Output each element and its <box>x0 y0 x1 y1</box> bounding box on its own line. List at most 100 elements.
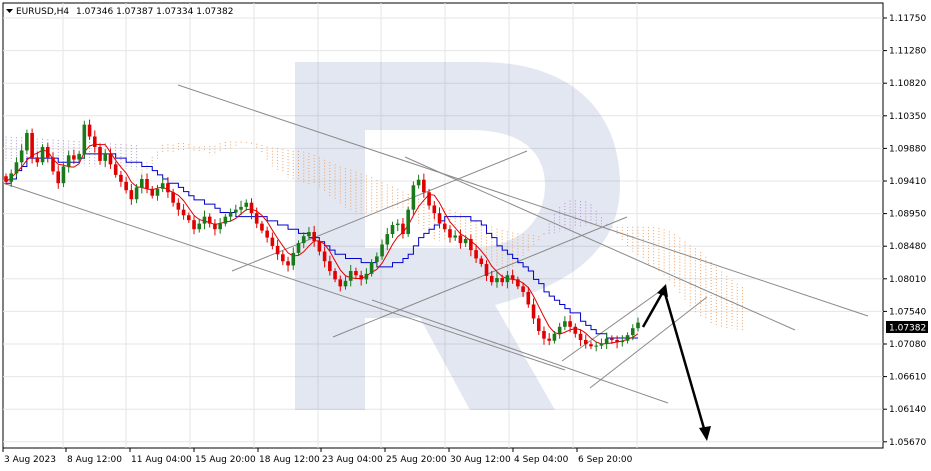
y-tick-label: 1.10350 <box>889 112 926 122</box>
candle <box>124 176 128 194</box>
candle <box>427 188 431 210</box>
candle <box>458 229 463 249</box>
candle-body <box>98 146 102 161</box>
candle <box>265 226 269 243</box>
candle <box>61 163 66 188</box>
candle-body <box>385 234 390 245</box>
candle-body <box>620 340 625 343</box>
candle <box>286 256 290 272</box>
tenkan-line <box>5 143 639 345</box>
candle <box>145 173 149 194</box>
candle-body <box>77 153 81 160</box>
candle <box>547 333 552 346</box>
candle <box>463 235 468 248</box>
candle <box>140 174 144 194</box>
y-tick-label: 1.09410 <box>889 177 926 187</box>
candle-body <box>265 230 269 238</box>
candle <box>442 220 447 232</box>
candle <box>474 244 478 263</box>
candle-body <box>192 220 196 230</box>
candle <box>40 144 45 166</box>
candle-body <box>380 244 384 257</box>
candle <box>578 329 583 347</box>
rising-line-1 <box>231 150 528 272</box>
candle <box>98 143 102 165</box>
candle <box>479 255 484 267</box>
candle-body <box>4 176 8 182</box>
candles <box>4 119 640 352</box>
candle <box>166 177 170 198</box>
candle <box>406 206 410 237</box>
candle <box>275 239 280 260</box>
candle-body <box>573 326 578 334</box>
candle <box>395 219 400 232</box>
x-tick-label: 30 Aug 12:00 <box>450 455 511 465</box>
y-tick-label: 1.08950 <box>889 210 926 220</box>
candle <box>364 268 369 284</box>
candle <box>223 213 228 227</box>
candle-body <box>197 223 202 230</box>
forecast-up-arrow <box>641 289 666 328</box>
candle-body <box>416 179 421 186</box>
candle <box>187 212 191 223</box>
candle <box>25 129 29 155</box>
candle <box>432 201 437 220</box>
candle-body <box>484 264 489 276</box>
candle-body <box>599 343 604 346</box>
symbol-dropdown-icon[interactable] <box>6 9 13 13</box>
rising-line-3 <box>561 288 664 362</box>
forecast-arrows <box>641 284 711 441</box>
candle <box>328 255 332 276</box>
candle <box>103 149 108 168</box>
candle <box>599 338 604 349</box>
candle <box>87 119 92 140</box>
candle-body <box>82 124 87 154</box>
rising-line-2 <box>332 216 628 338</box>
time-axis[interactable]: 3 Aug 2023 8 Aug 12:00 11 Aug 04:00 15 Aug … <box>2 448 633 465</box>
candle-body <box>181 209 186 216</box>
grid-lines <box>3 3 883 448</box>
candle-body <box>531 304 536 319</box>
candle <box>495 271 499 288</box>
candle <box>322 247 327 268</box>
x-tick-label: 8 Aug 12:00 <box>67 455 122 465</box>
candle-body <box>338 279 343 287</box>
candle <box>594 341 599 352</box>
candle-body <box>134 187 139 200</box>
candle <box>119 170 123 187</box>
candle <box>568 315 572 333</box>
candle-body <box>328 261 332 272</box>
candle <box>505 270 510 289</box>
candle-body <box>615 340 619 343</box>
candle-body <box>448 229 452 238</box>
candle <box>484 260 489 281</box>
candle-body <box>92 136 97 147</box>
candle <box>270 232 275 250</box>
candle <box>354 267 358 280</box>
candle-body <box>244 202 249 207</box>
candle <box>369 259 374 277</box>
candle-body <box>140 179 144 188</box>
candle <box>489 270 494 286</box>
forecast-down-arrowhead <box>699 426 711 441</box>
candle <box>552 330 557 344</box>
candle <box>348 264 353 287</box>
price-axis[interactable]: 1.11750 1.11280 1.10820 1.10350 1.09880 1.094… <box>883 14 926 448</box>
candle <box>610 335 614 344</box>
trend-channels <box>2 84 869 404</box>
candle-body <box>557 326 562 334</box>
candle <box>9 169 14 187</box>
candle-body <box>72 155 76 160</box>
y-tick-label: 1.06610 <box>889 373 926 383</box>
candle-body <box>218 223 222 230</box>
candle-body <box>526 291 531 305</box>
candle-body <box>40 146 45 163</box>
kijun-line <box>6 153 638 339</box>
y-tick-label: 1.07540 <box>889 307 926 317</box>
candle <box>636 317 640 332</box>
candle <box>176 198 181 216</box>
current-price-badge: 1.07382 <box>886 321 928 334</box>
candle-body <box>317 241 322 252</box>
candle-body <box>489 275 494 283</box>
